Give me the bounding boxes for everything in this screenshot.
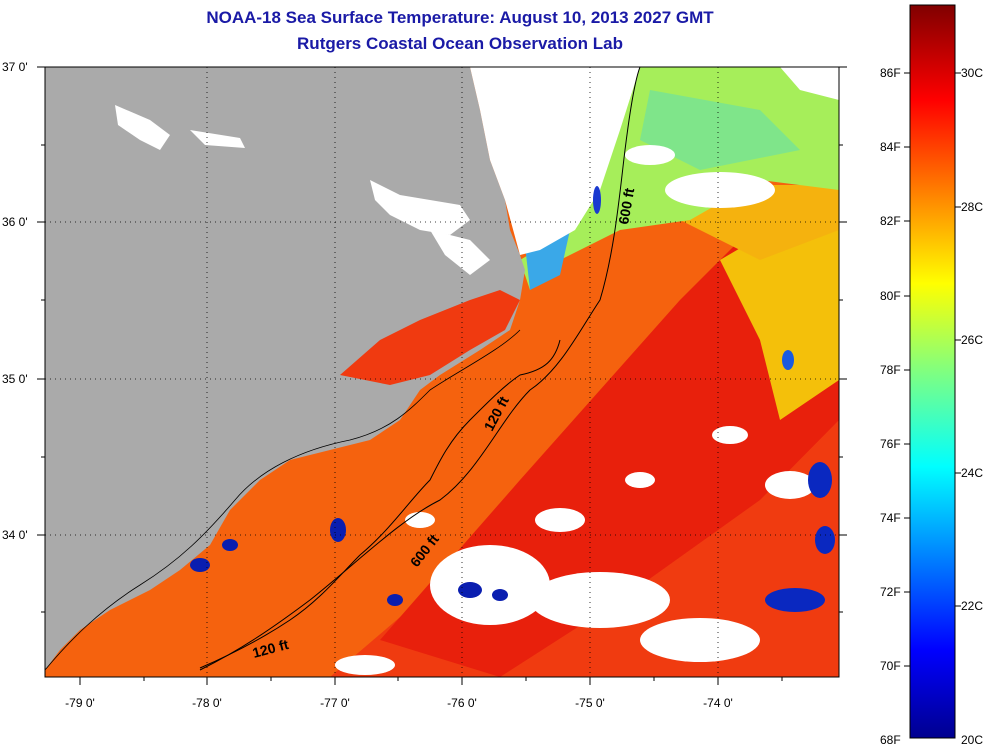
map-subtitle: Rutgers Coastal Ocean Observation Lab (297, 34, 623, 53)
cloud-region (780, 67, 839, 100)
lat-label-37: 37 0' (2, 60, 28, 74)
colorbar-f-76: 76F (880, 437, 901, 451)
graticule (45, 67, 839, 677)
cold-patch (765, 588, 825, 612)
cloud-patch (640, 618, 760, 662)
contour-120ft (199, 339, 561, 669)
cold-patch (808, 462, 832, 498)
colorbar-ticks (904, 72, 961, 667)
colorbar-f-86: 86F (880, 66, 901, 80)
colorbar-f-70: 70F (880, 659, 901, 673)
colorbar-f-82: 82F (880, 214, 901, 228)
colorbar-c-24: 24C (961, 466, 983, 480)
lake-inland (190, 130, 245, 148)
colorbar-f-84: 84F (880, 140, 901, 154)
lon-label-78: -78 0' (192, 696, 222, 710)
cold-patch (330, 518, 346, 542)
contour-label-600ft-north: 600 ft (615, 186, 637, 225)
cloud-patch (530, 572, 670, 628)
colorbar-f-78: 78F (880, 363, 901, 377)
colorbar-c-26: 26C (961, 333, 983, 347)
axis-ticks (37, 66, 847, 685)
coastline (45, 329, 521, 671)
cold-patch (815, 526, 835, 554)
cold-patch (190, 558, 210, 572)
lon-label-75: -75 0' (575, 696, 605, 710)
cloud-region-north (470, 67, 640, 255)
lon-label-76: -76 0' (447, 696, 477, 710)
cloud-patch (665, 172, 775, 208)
lake-inland (115, 105, 170, 150)
sound-water (370, 180, 470, 235)
cold-patch (387, 594, 403, 606)
lon-label-74: -74 0' (703, 696, 733, 710)
colorbar-f-74: 74F (880, 511, 901, 525)
colorbar-f-68: 68F (880, 733, 901, 747)
warm-water-region (330, 190, 839, 677)
colorbar-c-30: 30C (961, 66, 983, 80)
cold-patch (782, 350, 794, 370)
cloud-patch (765, 471, 815, 499)
lat-label-35: 35 0' (2, 372, 28, 386)
colorbar-c-28: 28C (961, 200, 983, 214)
cold-patch (222, 539, 238, 551)
lat-label-34: 34 0' (2, 528, 28, 542)
lon-label-77: -77 0' (320, 696, 350, 710)
cold-patch (593, 186, 601, 214)
cloud-patch (535, 508, 585, 532)
lat-label-36: 36 0' (2, 215, 28, 229)
cloud-patch (335, 655, 395, 675)
colorbar-f-72: 72F (880, 585, 901, 599)
cloud-patch (625, 145, 675, 165)
cold-patch (458, 582, 482, 598)
colorbar-c-20: 20C (961, 733, 983, 747)
colorbar-c-22: 22C (961, 599, 983, 613)
cloud-patch (712, 426, 748, 444)
cold-patch (492, 589, 508, 601)
pamlico-sound (340, 290, 520, 385)
contour-600ft (199, 67, 641, 671)
colorbar-f-80: 80F (880, 289, 901, 303)
sound-water (430, 230, 490, 275)
cool-water-patch (640, 90, 800, 170)
cloud-patch (625, 472, 655, 488)
lon-label-79: -79 0' (65, 696, 95, 710)
cloud-patch (430, 545, 550, 625)
map-title: NOAA-18 Sea Surface Temperature: August … (206, 8, 714, 27)
map-frame (44, 66, 840, 678)
cloud-patch (405, 512, 435, 528)
temperature-colorbar (909, 4, 956, 739)
